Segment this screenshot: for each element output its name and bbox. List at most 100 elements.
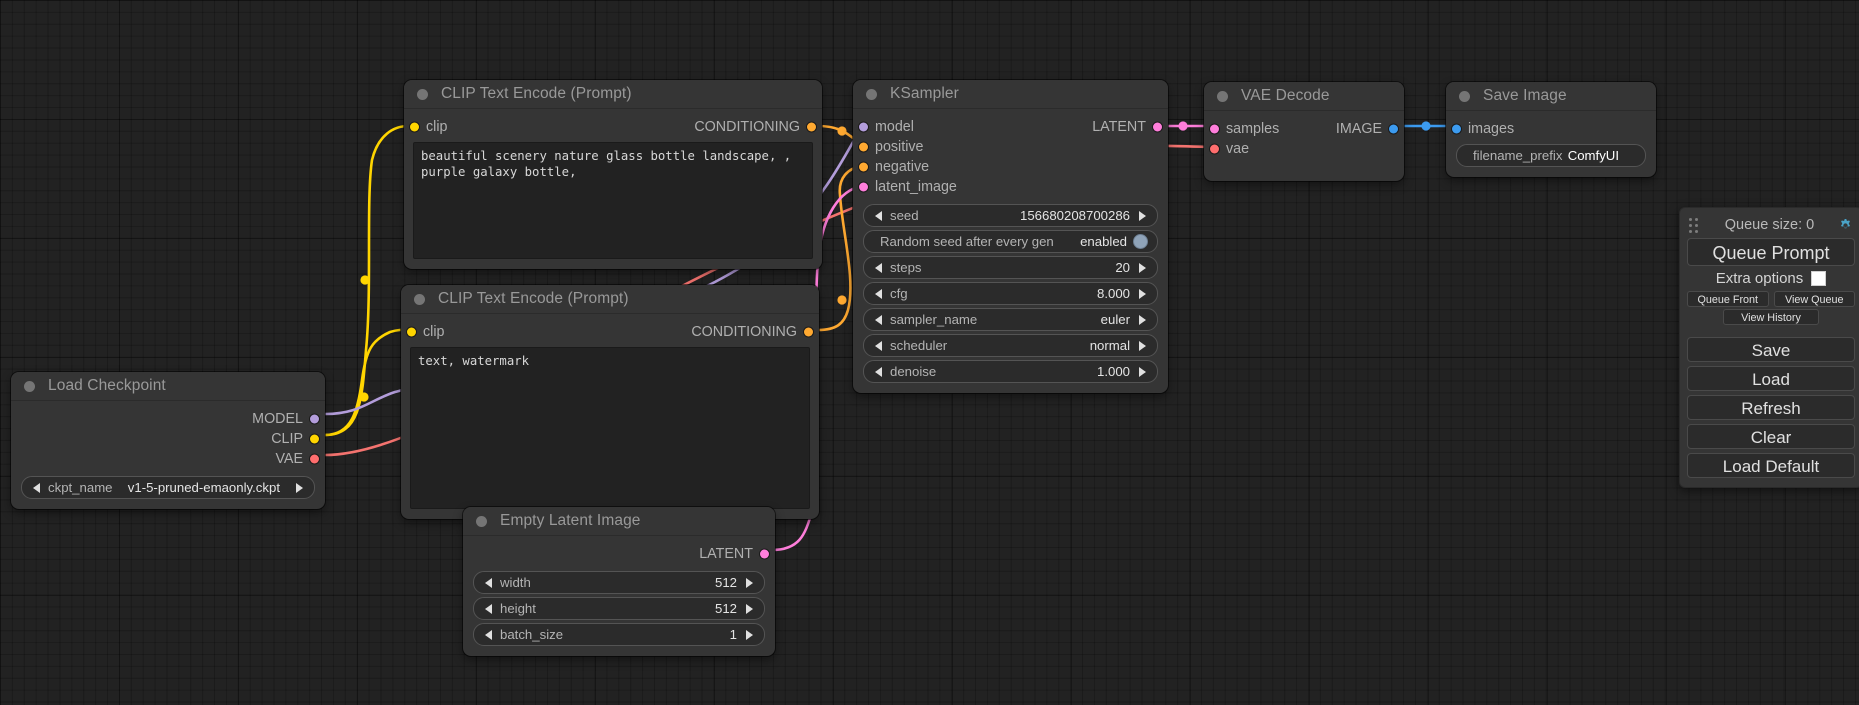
node-clip-text-encode-positive[interactable]: CLIP Text Encode (Prompt) clip CONDITION… (404, 80, 822, 269)
node-title-bar[interactable]: Load Checkpoint (11, 372, 325, 401)
decrement-arrow-icon[interactable] (875, 288, 882, 299)
output-port-latent-icon[interactable] (1153, 122, 1162, 132)
output-label-vae: VAE (275, 451, 303, 467)
input-port-images-icon[interactable] (1452, 124, 1461, 134)
output-port-conditioning-icon[interactable] (807, 122, 816, 132)
increment-arrow-icon[interactable] (746, 577, 753, 588)
node-title-bar[interactable]: KSampler (853, 80, 1168, 109)
extra-options-checkbox[interactable] (1811, 270, 1827, 286)
widget-width[interactable]: width 512 (473, 571, 765, 594)
output-port-conditioning-icon[interactable] (804, 327, 813, 337)
output-port-latent-icon[interactable] (760, 549, 769, 559)
next-arrow-icon[interactable] (1139, 314, 1146, 325)
widget-value-batch-size: 1 (729, 627, 737, 642)
decrement-arrow-icon[interactable] (485, 577, 492, 588)
increment-arrow-icon[interactable] (1139, 262, 1146, 273)
increment-arrow-icon[interactable] (746, 629, 753, 640)
decrement-arrow-icon[interactable] (485, 603, 492, 614)
node-body: LATENT width 512 height 512 batch_size 1 (463, 544, 775, 656)
decrement-arrow-icon[interactable] (875, 210, 882, 221)
input-port-samples-icon[interactable] (1210, 124, 1219, 134)
queue-prompt-button[interactable]: Queue Prompt (1687, 238, 1855, 266)
node-clip-text-encode-negative[interactable]: CLIP Text Encode (Prompt) clip CONDITION… (401, 285, 819, 519)
input-port-model-icon[interactable] (859, 122, 868, 132)
previous-arrow-icon[interactable] (33, 482, 40, 493)
slot-row: VAE (11, 449, 325, 469)
previous-arrow-icon[interactable] (875, 340, 882, 351)
input-port-clip-icon[interactable] (410, 122, 419, 132)
collapse-dot-icon[interactable] (1217, 90, 1228, 102)
increment-arrow-icon[interactable] (1139, 366, 1146, 377)
widget-label-ckpt-name: ckpt_name (48, 480, 113, 495)
decrement-arrow-icon[interactable] (485, 629, 492, 640)
view-queue-button[interactable]: View Queue (1773, 291, 1855, 307)
widget-denoise[interactable]: denoise 1.000 (863, 360, 1158, 383)
collapse-dot-icon[interactable] (1459, 90, 1470, 102)
extra-options-row[interactable]: Extra options (1687, 266, 1855, 290)
output-port-vae-icon[interactable] (310, 454, 319, 464)
widget-filename-prefix[interactable]: filename_prefix ComfyUI (1456, 144, 1646, 167)
increment-arrow-icon[interactable] (746, 603, 753, 614)
drag-handle-icon[interactable] (1689, 218, 1701, 233)
refresh-button[interactable]: Refresh (1687, 395, 1855, 420)
gear-icon[interactable] (1838, 218, 1853, 233)
prompt-textarea-positive[interactable]: beautiful scenery nature glass bottle la… (413, 142, 813, 259)
widget-label-random-seed: Random seed after every gen (880, 234, 1054, 249)
output-port-model-icon[interactable] (310, 414, 319, 424)
collapse-dot-icon[interactable] (476, 515, 487, 527)
next-arrow-icon[interactable] (296, 482, 303, 493)
node-title-bar[interactable]: CLIP Text Encode (Prompt) (401, 285, 819, 314)
toggle-knob-icon[interactable] (1133, 234, 1148, 249)
increment-arrow-icon[interactable] (1139, 210, 1146, 221)
node-title-bar[interactable]: Save Image (1446, 82, 1656, 111)
widget-ckpt-name[interactable]: ckpt_name v1-5-pruned-emaonly.ckpt (21, 476, 315, 499)
slot-row: negative (853, 157, 1168, 177)
input-port-positive-icon[interactable] (859, 142, 868, 152)
clear-button[interactable]: Clear (1687, 424, 1855, 449)
input-port-vae-icon[interactable] (1210, 144, 1219, 154)
node-save-image[interactable]: Save Image images filename_prefix ComfyU… (1446, 82, 1656, 177)
node-ksampler[interactable]: KSampler model LATENT positive negative … (853, 80, 1168, 393)
next-arrow-icon[interactable] (1139, 340, 1146, 351)
input-port-negative-icon[interactable] (859, 162, 868, 172)
output-label-image: IMAGE (1335, 121, 1382, 137)
node-title-bar[interactable]: CLIP Text Encode (Prompt) (404, 80, 822, 109)
collapse-dot-icon[interactable] (417, 88, 428, 100)
slot-row: LATENT (463, 544, 775, 564)
widget-cfg[interactable]: cfg 8.000 (863, 282, 1158, 305)
widget-label-height: height (500, 601, 536, 616)
collapse-dot-icon[interactable] (866, 88, 877, 100)
comfy-menu-panel[interactable]: Queue size: 0 Queue Prompt Extra options… (1679, 207, 1859, 488)
previous-arrow-icon[interactable] (875, 314, 882, 325)
input-port-clip-icon[interactable] (407, 327, 416, 337)
output-port-clip-icon[interactable] (310, 434, 319, 444)
output-port-image-icon[interactable] (1389, 124, 1398, 134)
widget-height[interactable]: height 512 (473, 597, 765, 620)
widget-scheduler[interactable]: scheduler normal (863, 334, 1158, 357)
node-load-checkpoint[interactable]: Load Checkpoint MODEL CLIP VAE ckpt_name… (11, 372, 325, 509)
node-title-bar[interactable]: VAE Decode (1204, 82, 1404, 111)
decrement-arrow-icon[interactable] (875, 262, 882, 273)
save-button[interactable]: Save (1687, 337, 1855, 362)
load-button[interactable]: Load (1687, 366, 1855, 391)
widget-steps[interactable]: steps 20 (863, 256, 1158, 279)
collapse-dot-icon[interactable] (24, 380, 35, 392)
node-title-bar[interactable]: Empty Latent Image (463, 507, 775, 536)
widget-seed[interactable]: seed 156680208700286 (863, 204, 1158, 227)
collapse-dot-icon[interactable] (414, 293, 425, 305)
node-vae-decode[interactable]: VAE Decode samples IMAGE vae (1204, 82, 1404, 181)
node-empty-latent-image[interactable]: Empty Latent Image LATENT width 512 heig… (463, 507, 775, 656)
queue-front-button[interactable]: Queue Front (1687, 291, 1769, 307)
widget-random-seed-toggle[interactable]: Random seed after every gen enabled (863, 230, 1158, 253)
widget-batch-size[interactable]: batch_size 1 (473, 623, 765, 646)
output-label-latent: LATENT (699, 546, 753, 562)
input-port-latent-image-icon[interactable] (859, 182, 868, 192)
increment-arrow-icon[interactable] (1139, 288, 1146, 299)
widget-value-width: 512 (714, 575, 737, 590)
input-label-positive: positive (875, 139, 924, 155)
widget-sampler-name[interactable]: sampler_name euler (863, 308, 1158, 331)
load-default-button[interactable]: Load Default (1687, 453, 1855, 478)
decrement-arrow-icon[interactable] (875, 366, 882, 377)
prompt-textarea-negative[interactable]: text, watermark (410, 347, 810, 509)
view-history-button[interactable]: View History (1723, 309, 1819, 325)
